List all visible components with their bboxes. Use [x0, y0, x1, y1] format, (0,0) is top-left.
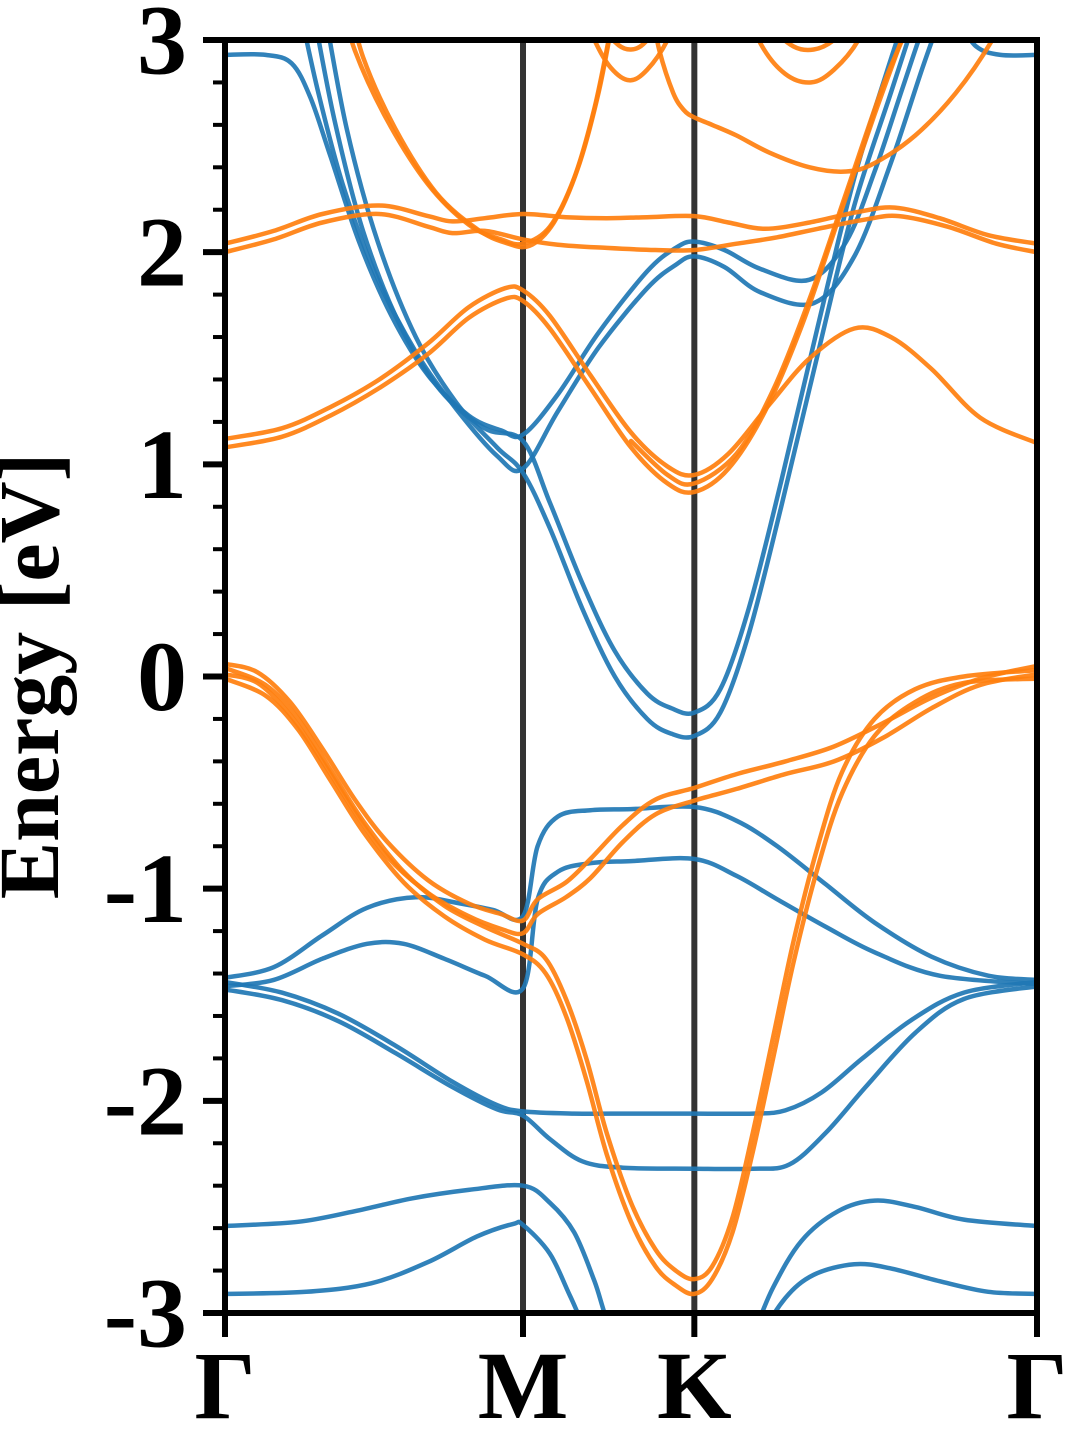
band-blue-val-flat-230	[225, 984, 1037, 1172]
y-tick-label: 2	[137, 197, 187, 308]
x-tick-label-M: M	[478, 1332, 569, 1439]
y-tick-label: -2	[104, 1045, 187, 1156]
y-tick-label: 1	[137, 409, 187, 520]
y-tick-label: 3	[137, 0, 187, 96]
band-blue-cond-flat-gamma-split	[304, 40, 935, 474]
axis-labels: Energy [eV]	[0, 453, 77, 900]
x-tick-label-Γ: Γ	[194, 1332, 255, 1439]
band-blue-cond-k-valley-split	[327, 40, 911, 740]
band-orange-top-dip-right-high	[781, 40, 838, 53]
band-blue-cond-flat-gamma	[225, 40, 1037, 440]
band-orange-top-dip-right-low	[756, 40, 861, 85]
band-orange-m-valley-b	[355, 40, 612, 250]
band-orange-cond-k-valley-hump	[225, 284, 1037, 478]
band-orange-flat-2ev-upper	[225, 203, 1037, 246]
band-orange-val-k-parabola-upper	[225, 665, 1037, 1282]
band-blue-val-k-hump-lower	[225, 855, 1037, 995]
band-orange-top-dip-left-high	[609, 40, 651, 52]
band-orange-top-dip-left-low	[592, 40, 670, 83]
y-tick-label: -3	[104, 1258, 187, 1369]
x-tick-label-Γ: Γ	[1006, 1332, 1067, 1439]
x-tick-label-K: K	[657, 1332, 732, 1439]
band-orange-val-k-parabola-lower	[225, 676, 1037, 1297]
band-orange-vbm-upper	[225, 661, 1037, 924]
y-tick-label: -1	[104, 833, 187, 944]
band-orange-flat-2ev-lower	[225, 211, 1037, 255]
band-blue-val-k-hump-upper	[225, 804, 1037, 983]
band-blue-val-flat-205	[225, 979, 1037, 1117]
band-blue-deep-upper	[225, 1182, 1037, 1313]
band-orange-k-dip-263	[654, 40, 995, 174]
band-blue-deep-lower	[225, 1219, 1037, 1313]
band-orange-cond-k-valley-steep-twin	[628, 40, 905, 487]
band-blue-cond-k-valley	[316, 40, 900, 716]
y-axis-label: Energy [eV]	[0, 453, 77, 900]
band-lines	[225, 40, 1037, 1313]
y-tick-label: 0	[137, 621, 187, 732]
